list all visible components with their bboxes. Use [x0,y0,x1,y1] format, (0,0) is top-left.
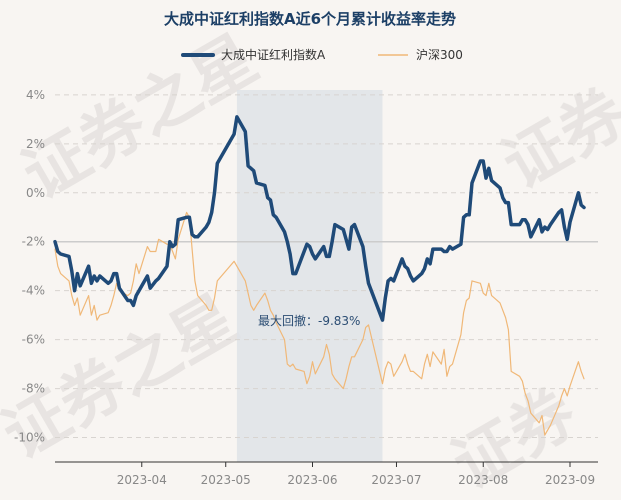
x-tick-label: 2023-08 [458,473,508,487]
x-tick-label: 2023-04 [117,473,167,487]
series-line-fund [53,115,586,322]
series-layer [53,115,586,436]
x-tick-label: 2023-06 [287,473,337,487]
axis-layer: 4% 2% 0% -2% -4% -6% -8% -10% 2023-04 2023-05 2023… [14,88,598,487]
series-line-index [54,211,585,436]
y-tick-label: 4% [26,88,45,102]
legend-label-fund: 大成中证红利指数A [221,47,326,62]
grid-layer [55,94,598,439]
y-tick-label: -8% [22,382,45,396]
max-drawdown-region [236,90,383,462]
x-tick-label: 2023-05 [201,473,251,487]
legend: 大成中证红利指数A 沪深300 [181,47,463,62]
y-tick-label: 0% [26,186,45,200]
y-tick-label: -2% [22,235,45,249]
x-tick-label: 2023-09 [545,473,595,487]
y-tick-label: -4% [22,284,45,298]
y-tick-label: -6% [22,333,45,347]
drawdown-layer [236,90,383,462]
legend-label-index: 沪深300 [416,48,463,62]
chart-title: 大成中证红利指数A近6个月累计收益率走势 [164,10,456,28]
y-tick-label: -10% [14,431,45,445]
y-tick-label: 2% [26,137,45,151]
x-tick-label: 2023-07 [371,473,421,487]
max-drawdown-label: 最大回撤：-9.83% [258,313,360,328]
